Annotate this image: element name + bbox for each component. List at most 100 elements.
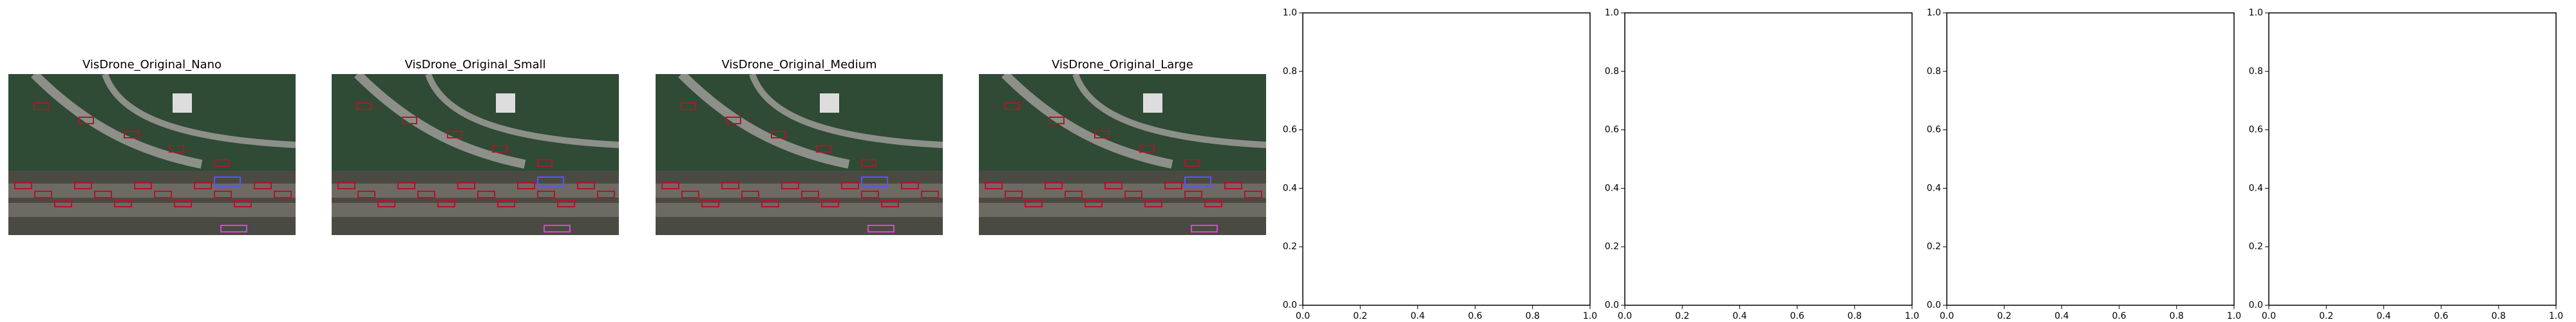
y-tick-label: 0.6 (1283, 125, 1297, 135)
y-tick-label: 0.8 (1283, 66, 1297, 77)
detection-box (597, 191, 615, 198)
detection-box (1025, 200, 1043, 207)
detection-box (214, 191, 232, 198)
detection-box (457, 182, 475, 189)
detection-box (1184, 159, 1200, 167)
aerial-image (656, 74, 943, 235)
y-tick-label: 0.2 (1927, 242, 1941, 252)
detection-box (841, 182, 859, 189)
y-tick-label: 0.0 (1927, 300, 1941, 310)
road (656, 184, 943, 198)
road (8, 203, 296, 217)
x-tick-label: 0.0 (1296, 311, 1310, 321)
detection-box (1094, 131, 1110, 138)
y-tick-label: 0.4 (1283, 183, 1297, 193)
x-tick-label: 0.0 (1618, 311, 1632, 321)
detection-box (1184, 176, 1211, 187)
detection-box (220, 225, 247, 232)
detection-box (985, 182, 1003, 189)
detection-box (661, 182, 679, 189)
image-content (656, 74, 943, 235)
y-tick-label: 0.6 (2249, 125, 2263, 135)
panel-title: VisDrone_Original_Nano (82, 58, 222, 71)
detection-box (437, 200, 455, 207)
x-tick-label: 0.6 (1468, 311, 1482, 321)
x-tick-label: 1.0 (1905, 311, 1919, 321)
detection-box (901, 182, 919, 189)
detection-box (357, 102, 372, 110)
y-tick-label: 0.6 (1927, 125, 1941, 135)
image-content (332, 74, 619, 235)
detection-box (79, 117, 94, 124)
y-tick-label: 1.0 (1927, 8, 1941, 18)
road (332, 203, 619, 217)
axes-frame (2268, 12, 2557, 306)
y-tick-label: 0.6 (1605, 125, 1619, 135)
image-content (979, 74, 1266, 235)
x-tick-label: 0.6 (2434, 311, 2448, 321)
detection-box (94, 191, 112, 198)
y-tick-label: 0.2 (1283, 242, 1297, 252)
detection-box (741, 191, 759, 198)
panel-title: VisDrone_Original_Small (404, 58, 545, 71)
road-curve (354, 74, 526, 169)
y-tick-label: 0.0 (2249, 300, 2263, 310)
detection-box (867, 225, 895, 232)
x-tick-label: 0.0 (2262, 311, 2276, 321)
detection-box (169, 145, 184, 153)
road (332, 184, 619, 198)
detection-box (816, 145, 831, 153)
detection-box (402, 117, 417, 124)
y-tick-label: 0.0 (1605, 300, 1619, 310)
y-tick-label: 1.0 (1605, 8, 1619, 18)
detection-box (214, 159, 229, 167)
detection-box (721, 182, 739, 189)
sign (1143, 93, 1162, 113)
detection-box (557, 200, 575, 207)
x-tick-label: 0.6 (2112, 311, 2126, 321)
aerial-image (8, 74, 296, 235)
x-tick-label: 0.2 (2319, 311, 2333, 321)
detection-box (537, 191, 555, 198)
detection-box (1191, 225, 1218, 232)
detection-box (537, 159, 553, 167)
road-curve (1072, 74, 1266, 148)
detection-box (1144, 200, 1162, 207)
detection-box (274, 191, 292, 198)
detection-box (1244, 191, 1262, 198)
x-tick-label: 0.8 (2492, 311, 2506, 321)
detection-box (34, 191, 52, 198)
y-tick-label: 0.2 (2249, 242, 2263, 252)
axes-frame (1302, 12, 1591, 306)
detection-box (447, 131, 462, 138)
detection-box (861, 176, 888, 187)
panel-title: VisDrone_Original_Large (1052, 58, 1193, 71)
detection-box (881, 200, 899, 207)
detection-box (781, 182, 799, 189)
road-curve (1001, 74, 1173, 169)
road (979, 203, 1266, 217)
detection-box (1005, 191, 1023, 198)
x-tick-label: 0.8 (1526, 311, 1540, 321)
detection-box (771, 131, 786, 138)
detection-box (1004, 102, 1019, 110)
x-tick-label: 0.2 (1675, 311, 1689, 321)
detection-box (921, 191, 939, 198)
detection-box (234, 200, 252, 207)
detection-box (1164, 182, 1182, 189)
detection-box (337, 182, 355, 189)
road-curve (678, 74, 850, 169)
detection-box (1124, 191, 1142, 198)
x-tick-label: 0.2 (1997, 311, 2011, 321)
x-tick-label: 0.2 (1353, 311, 1367, 321)
detection-box (114, 200, 132, 207)
detection-box (74, 182, 92, 189)
detection-box (1204, 200, 1222, 207)
detection-box (477, 191, 495, 198)
x-tick-label: 1.0 (2227, 311, 2241, 321)
x-tick-label: 0.4 (2054, 311, 2069, 321)
x-tick-label: 0.4 (1410, 311, 1425, 321)
road-curve (749, 74, 943, 148)
detection-box (497, 200, 515, 207)
